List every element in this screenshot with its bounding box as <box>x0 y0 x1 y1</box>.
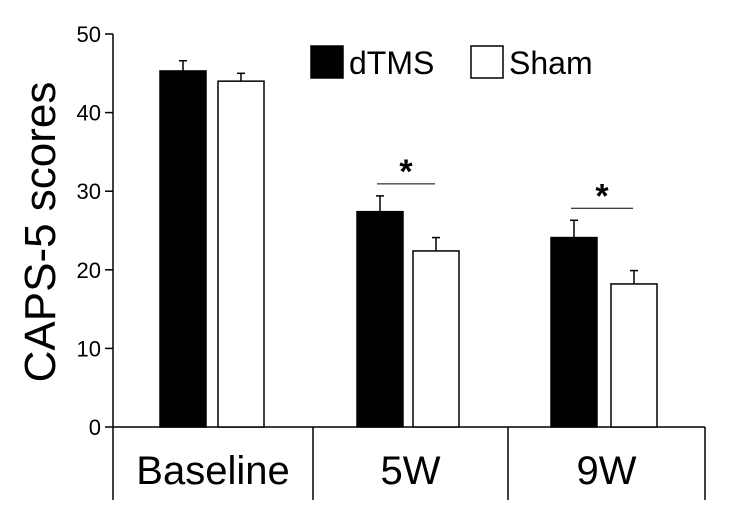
bar-dtms-9w <box>550 236 598 428</box>
y-tick-label: 0 <box>89 415 101 440</box>
legend-swatch-sham <box>470 45 504 79</box>
x-tick-label: 9W <box>577 449 637 493</box>
legend-label-dtms: dTMS <box>349 45 434 81</box>
y-tick-label: 30 <box>77 179 101 204</box>
y-tick-label: 10 <box>77 336 101 361</box>
y-tick-label: 20 <box>77 258 101 283</box>
bar-sham-5w <box>412 250 460 428</box>
bar-sham-baseline <box>217 80 265 428</box>
bar-dtms-5w <box>356 210 404 428</box>
significance-asterisk: * <box>595 177 609 215</box>
significance-asterisk: * <box>399 153 413 191</box>
y-tick-label: 40 <box>77 101 101 126</box>
bar-sham-9w <box>610 283 658 428</box>
x-tick-label: Baseline <box>136 449 289 493</box>
y-tick-label: 50 <box>77 22 101 47</box>
x-tick-label: 5W <box>381 449 441 493</box>
legend: dTMS Sham <box>310 45 593 81</box>
legend-label-sham: Sham <box>509 45 593 81</box>
bar-dtms-baseline <box>159 70 207 428</box>
legend-swatch-dtms <box>310 45 344 79</box>
y-axis-label: CAPS-5 scores <box>16 82 65 383</box>
